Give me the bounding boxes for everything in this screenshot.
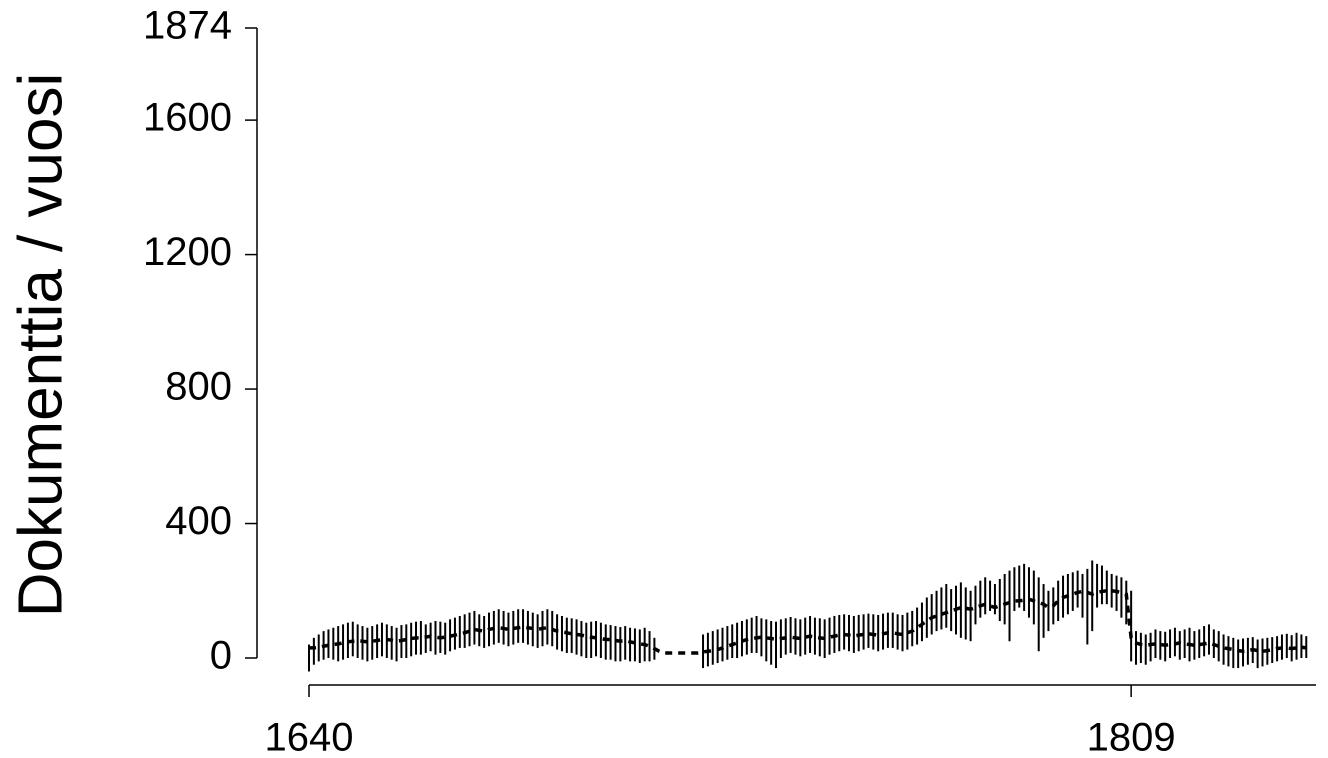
x-tick-label: 1640 (265, 716, 354, 758)
y-tick-label: 1874 (143, 4, 232, 48)
x-tick-label: 1809 (1087, 716, 1176, 758)
y-tick-label: 800 (165, 365, 232, 409)
mean-line (309, 589, 1307, 655)
y-tick-label: 1600 (143, 96, 232, 140)
y-tick-label: 400 (165, 499, 232, 543)
y-axis-label: Dokumenttia / vuosi (6, 73, 75, 617)
y-tick-label: 0 (210, 634, 232, 678)
y-tick-label: 1200 (143, 230, 232, 274)
